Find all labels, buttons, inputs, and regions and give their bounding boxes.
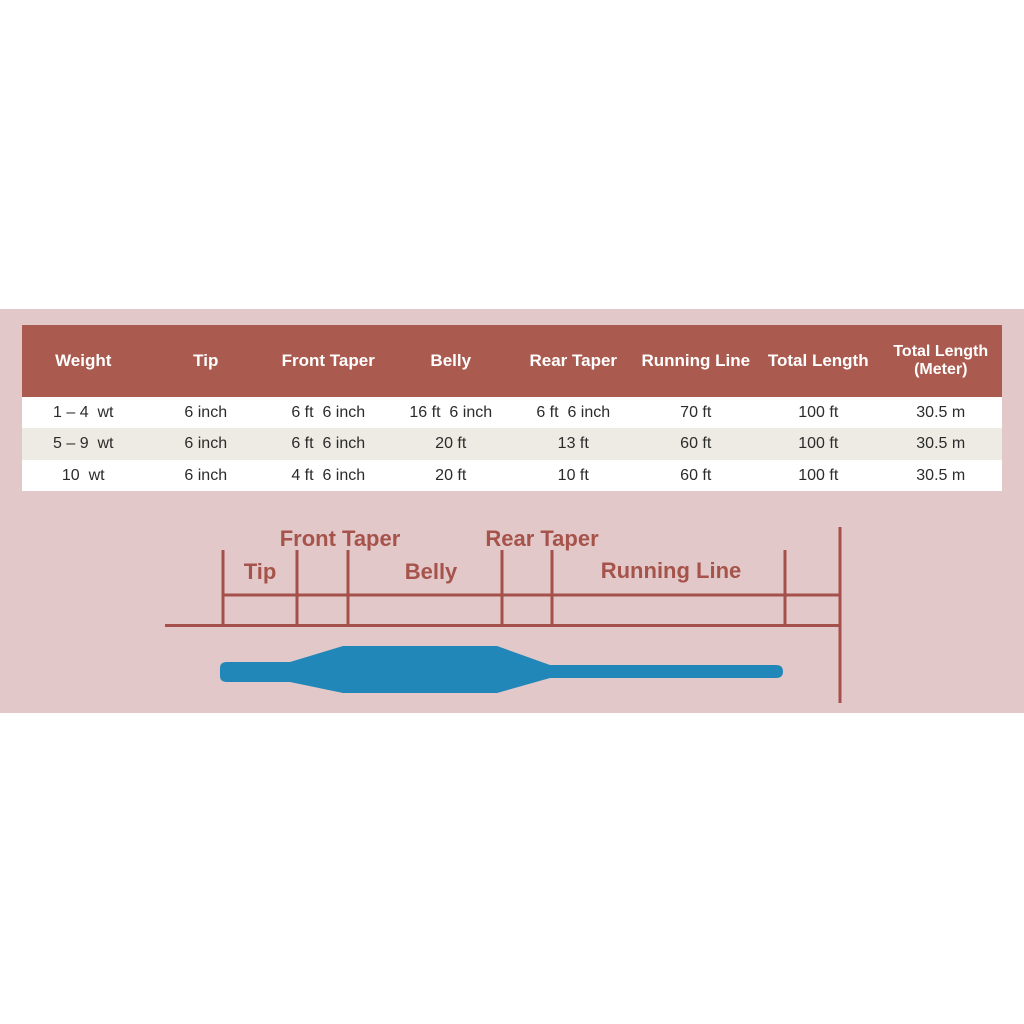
spec-table: Weight Tip Front Taper Belly Rear Taper … bbox=[22, 325, 1002, 491]
label-running-line: Running Line bbox=[601, 558, 742, 583]
cell-total-length-meter: 30.5 m bbox=[916, 403, 966, 421]
label-front-taper: Front Taper bbox=[280, 526, 401, 551]
measure-ticks bbox=[221, 550, 787, 626]
col-header-rear-taper: Rear Taper bbox=[529, 351, 618, 370]
col-header-total-length: Total Length bbox=[767, 351, 869, 370]
cell-total-length: 100 ft bbox=[798, 435, 839, 452]
cell-belly: 20 ft bbox=[435, 466, 467, 484]
label-belly: Belly bbox=[405, 559, 458, 584]
cell-total-length: 100 ft bbox=[798, 403, 839, 421]
cell-front-taper: 6 ft 6 inch bbox=[291, 403, 366, 421]
cell-total-length: 100 ft bbox=[798, 466, 839, 484]
cell-tip: 6 inch bbox=[184, 466, 228, 484]
label-tip: Tip bbox=[244, 559, 277, 584]
col-header-front-taper: Front Taper bbox=[281, 351, 375, 370]
table-header-row: Weight Tip Front Taper Belly Rear Taper … bbox=[22, 325, 1002, 397]
cell-rear-taper: 6 ft 6 inch bbox=[536, 403, 611, 421]
cell-weight: 5 – 9 wt bbox=[53, 435, 114, 452]
cell-running-line: 60 ft bbox=[680, 435, 712, 452]
table-row: 10 wt 6 inch 4 ft 6 inch 20 ft 10 ft 60 … bbox=[22, 460, 1002, 491]
table-row: 5 – 9 wt 6 inch 6 ft 6 inch 20 ft 13 ft … bbox=[22, 428, 1002, 460]
col-header-total-length-meter-line1: Total Length bbox=[893, 343, 989, 360]
col-header-belly: Belly bbox=[430, 351, 472, 370]
cell-total-length-meter: 30.5 m bbox=[916, 435, 966, 452]
cell-total-length-meter: 30.5 m bbox=[916, 466, 966, 484]
cell-weight: 10 wt bbox=[61, 466, 105, 484]
cell-rear-taper: 13 ft bbox=[557, 435, 589, 452]
col-header-running-line: Running Line bbox=[641, 351, 751, 370]
col-header-total-length-meter: Total Length (Meter) bbox=[880, 343, 1003, 379]
cell-tip: 6 inch bbox=[184, 403, 228, 421]
cell-belly: 20 ft bbox=[435, 435, 467, 452]
cell-tip: 6 inch bbox=[184, 435, 228, 452]
label-rear-taper: Rear Taper bbox=[485, 526, 599, 551]
cell-running-line: 70 ft bbox=[680, 403, 712, 421]
cell-running-line: 60 ft bbox=[680, 466, 712, 484]
cell-weight: 1 – 4 wt bbox=[53, 403, 114, 421]
table-row: 1 – 4 wt 6 inch 6 ft 6 inch 16 ft 6 inch… bbox=[22, 397, 1002, 428]
col-header-weight: Weight bbox=[55, 351, 112, 370]
col-header-tip: Tip bbox=[193, 351, 219, 370]
cell-front-taper: 4 ft 6 inch bbox=[291, 466, 366, 484]
cell-rear-taper: 10 ft bbox=[557, 466, 589, 484]
fly-line-shape bbox=[220, 646, 783, 693]
col-header-total-length-meter-line2: (Meter) bbox=[914, 361, 968, 378]
cell-belly: 16 ft 6 inch bbox=[409, 403, 493, 421]
cell-front-taper: 6 ft 6 inch bbox=[291, 435, 366, 452]
fly-line-diagram: Front Taper Rear Taper Tip Belly Running… bbox=[165, 526, 842, 703]
